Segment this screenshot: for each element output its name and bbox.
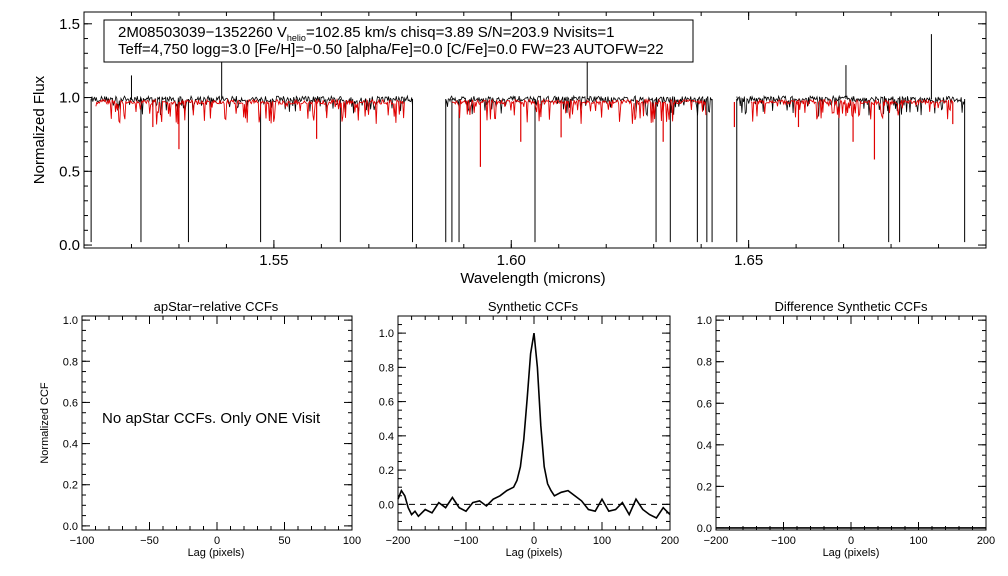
synthetic-ccf-panel: Synthetic CCFs −200 −100 0 100 200 0.0 0.2 0.4 0… [379, 299, 679, 559]
spectrum-xtick-label: 1.60 [497, 252, 526, 269]
apstar-ccf-ytick-label: 0.4 [63, 439, 78, 451]
apstar-ccf-ylabel: Normalized CCF [39, 382, 51, 464]
apstar-ccf-xtick-label: 0 [214, 535, 220, 547]
synthetic-ccf-ytick-label: 0.4 [379, 431, 394, 443]
apstar-ccf-ytick-label: 0.6 [63, 397, 78, 409]
info-line-1: 2M08503039−1352260 Vhelio=102.85 km/s ch… [118, 24, 614, 43]
difference-ccf-xtick-label: 100 [909, 535, 927, 547]
synthetic-ccf-frame [397, 315, 671, 531]
spectrum-frame [83, 11, 987, 249]
synthetic-ccf-xtick-label: −200 [386, 535, 411, 547]
apstar-ccf-xlabel: Lag (pixels) [188, 547, 245, 559]
synthetic-ccf-title: Synthetic CCFs [488, 299, 579, 314]
info-line-2: Teff=4,750 logg=3.0 [Fe/H]=−0.50 [alpha/… [118, 41, 664, 58]
difference-ccf-ytick-label: 0.6 [697, 398, 712, 410]
difference-ccf-title: Difference Synthetic CCFs [775, 299, 928, 314]
difference-ccf-frame [715, 315, 987, 531]
apstar-ccf-xtick-label: −50 [140, 535, 159, 547]
synthetic-ccf-ytick-label: 1.0 [379, 328, 394, 340]
apstar-ccf-ytick-label: 0.2 [63, 480, 78, 492]
difference-ccf-ytick-label: 0.0 [697, 523, 712, 535]
info-box [103, 19, 694, 63]
spectrum-ytick-label: 1.0 [59, 90, 80, 107]
synthetic-ccf-xtick-label: 100 [593, 535, 611, 547]
synthetic-ccf-xtick-label: 200 [661, 535, 679, 547]
difference-ccf-ytick-label: 0.8 [697, 357, 712, 369]
apstar-ccf-ytick-label: 1.0 [63, 315, 78, 327]
difference-ccf-xtick-label: 0 [848, 535, 854, 547]
apstar-ccf-ticks: −100 −50 0 50 100 0.0 0.2 0.4 0.6 0.8 1.0 [63, 315, 361, 547]
synthetic-ccf-xtick-label: −100 [454, 535, 479, 547]
apstar-ccf-ytick-label: 0.0 [63, 521, 78, 533]
no-ccf-note: No apStar CCFs. Only ONE Visit [102, 410, 321, 427]
spectrum-xtick-label: 1.65 [734, 252, 763, 269]
difference-ccf-ytick-label: 0.2 [697, 481, 712, 493]
apstar-ccf-xtick-label: −100 [70, 535, 95, 547]
spectrum-ticks: 1.55 1.60 1.65 0.0 0.5 1.0 1.5 [59, 12, 987, 269]
difference-ccf-panel: Difference Synthetic CCFs −200 −100 0 100 20… [697, 299, 995, 559]
difference-ccf-ytick-label: 1.0 [697, 315, 712, 327]
synthetic-ccf-data [397, 332, 671, 520]
spectrum-xlabel: Wavelength (microns) [460, 270, 605, 287]
synthetic-ccf-ytick-label: 0.2 [379, 465, 394, 477]
spectrum-xtick-label: 1.55 [259, 252, 288, 269]
difference-ccf-xtick-label: −200 [704, 535, 729, 547]
synthetic-ccf-ticks: −200 −100 0 100 200 0.0 0.2 0.4 0.6 0.8 1.0 [379, 315, 679, 547]
spectrum-ytick-label: 1.5 [59, 16, 80, 33]
apstar-ccf-xtick-label: 100 [343, 535, 361, 547]
synthetic-ccf-ytick-label: 0.6 [379, 397, 394, 409]
model-spectrum-line [95, 98, 954, 125]
spectrum-panel: 1.55 1.60 1.65 0.0 0.5 1.0 1.5 2M08503039−1352… [31, 11, 987, 287]
spectrum-ytick-label: 0.5 [59, 163, 80, 180]
difference-ccf-ticks: −200 −100 0 100 200 0.0 0.2 0.4 0.6 0.8 1.0 [697, 315, 995, 547]
synthetic-ccf-line [397, 332, 671, 520]
spectrum-data [90, 34, 966, 243]
apstar-ccf-ytick-label: 0.8 [63, 356, 78, 368]
apstar-ccf-xtick-label: 50 [278, 535, 290, 547]
synthetic-ccf-ytick-label: 0.8 [379, 362, 394, 374]
difference-ccf-xtick-label: −100 [771, 535, 796, 547]
synthetic-ccf-xlabel: Lag (pixels) [506, 547, 563, 559]
spectrum-ylabel: Normalized Flux [31, 75, 48, 184]
difference-ccf-xlabel: Lag (pixels) [823, 547, 880, 559]
difference-ccf-xtick-label: 200 [977, 535, 995, 547]
difference-ccf-ytick-label: 0.4 [697, 440, 712, 452]
spectrum-ytick-label: 0.0 [59, 237, 80, 254]
apstar-ccf-title: apStar−relative CCFs [154, 299, 279, 314]
synthetic-ccf-ytick-label: 0.0 [379, 499, 394, 511]
synthetic-ccf-xtick-label: 0 [531, 535, 537, 547]
apstar-ccf-panel: apStar−relative CCFs −100 −50 0 50 100 0.0 0.2… [39, 299, 361, 559]
